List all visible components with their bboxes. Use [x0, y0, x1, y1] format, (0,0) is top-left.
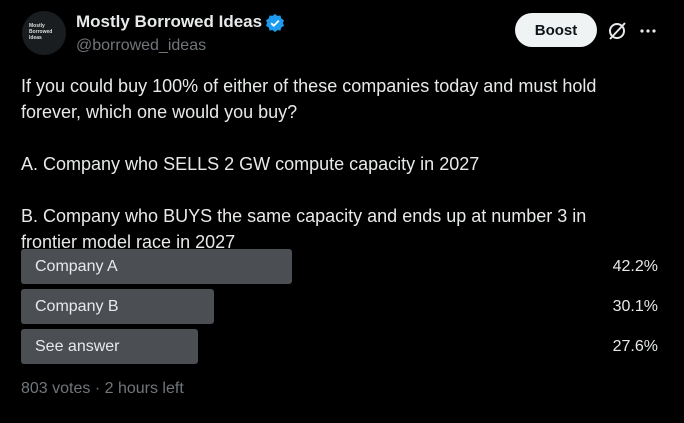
option-percent: 42.2%	[612, 258, 658, 275]
poll-option[interactable]: Company A 42.2%	[21, 249, 663, 284]
more-icon[interactable]	[638, 21, 658, 41]
text-line: A. Company who SELLS 2 GW compute capaci…	[21, 154, 480, 174]
text-line: forever, which one would you buy?	[21, 102, 298, 122]
poll-bar	[21, 329, 199, 364]
grok-icon[interactable]	[606, 20, 628, 42]
option-percent: 27.6%	[612, 338, 658, 355]
avatar[interactable]: Mostly Borrowed Ideas	[22, 11, 66, 55]
poll-option[interactable]: See answer 27.6%	[21, 329, 663, 364]
option-percent: 30.1%	[612, 298, 658, 315]
display-name[interactable]: Mostly Borrowed Ideas	[76, 12, 263, 31]
poll-footer: 803 votes · 2 hours left	[21, 380, 184, 397]
poll-bar	[21, 249, 292, 284]
text-line: If you could buy 100% of either of these…	[21, 76, 597, 96]
option-label: See answer	[35, 338, 120, 355]
verified-badge	[266, 13, 284, 33]
poll-bar	[21, 289, 215, 324]
paragraph: B. Company who BUYS the same capacity an…	[21, 203, 671, 255]
boost-button[interactable]: Boost	[515, 13, 597, 47]
option-label: Company A	[35, 258, 118, 275]
avatar-text: Mostly Borrowed Ideas	[29, 23, 53, 41]
paragraph: If you could buy 100% of either of these…	[21, 73, 671, 125]
text-line: B. Company who BUYS the same capacity an…	[21, 206, 587, 226]
tweet-text: If you could buy 100% of either of these…	[21, 73, 671, 255]
handle[interactable]: @borrowed_ideas	[76, 37, 207, 54]
text-line: frontier model race in 2027	[21, 232, 236, 252]
option-label: Company B	[35, 298, 119, 315]
paragraph: A. Company who SELLS 2 GW compute capaci…	[21, 151, 671, 177]
poll: Company A 42.2% Company B 30.1% See answer 27…	[21, 249, 663, 369]
poll-option[interactable]: Company B 30.1%	[21, 289, 663, 324]
